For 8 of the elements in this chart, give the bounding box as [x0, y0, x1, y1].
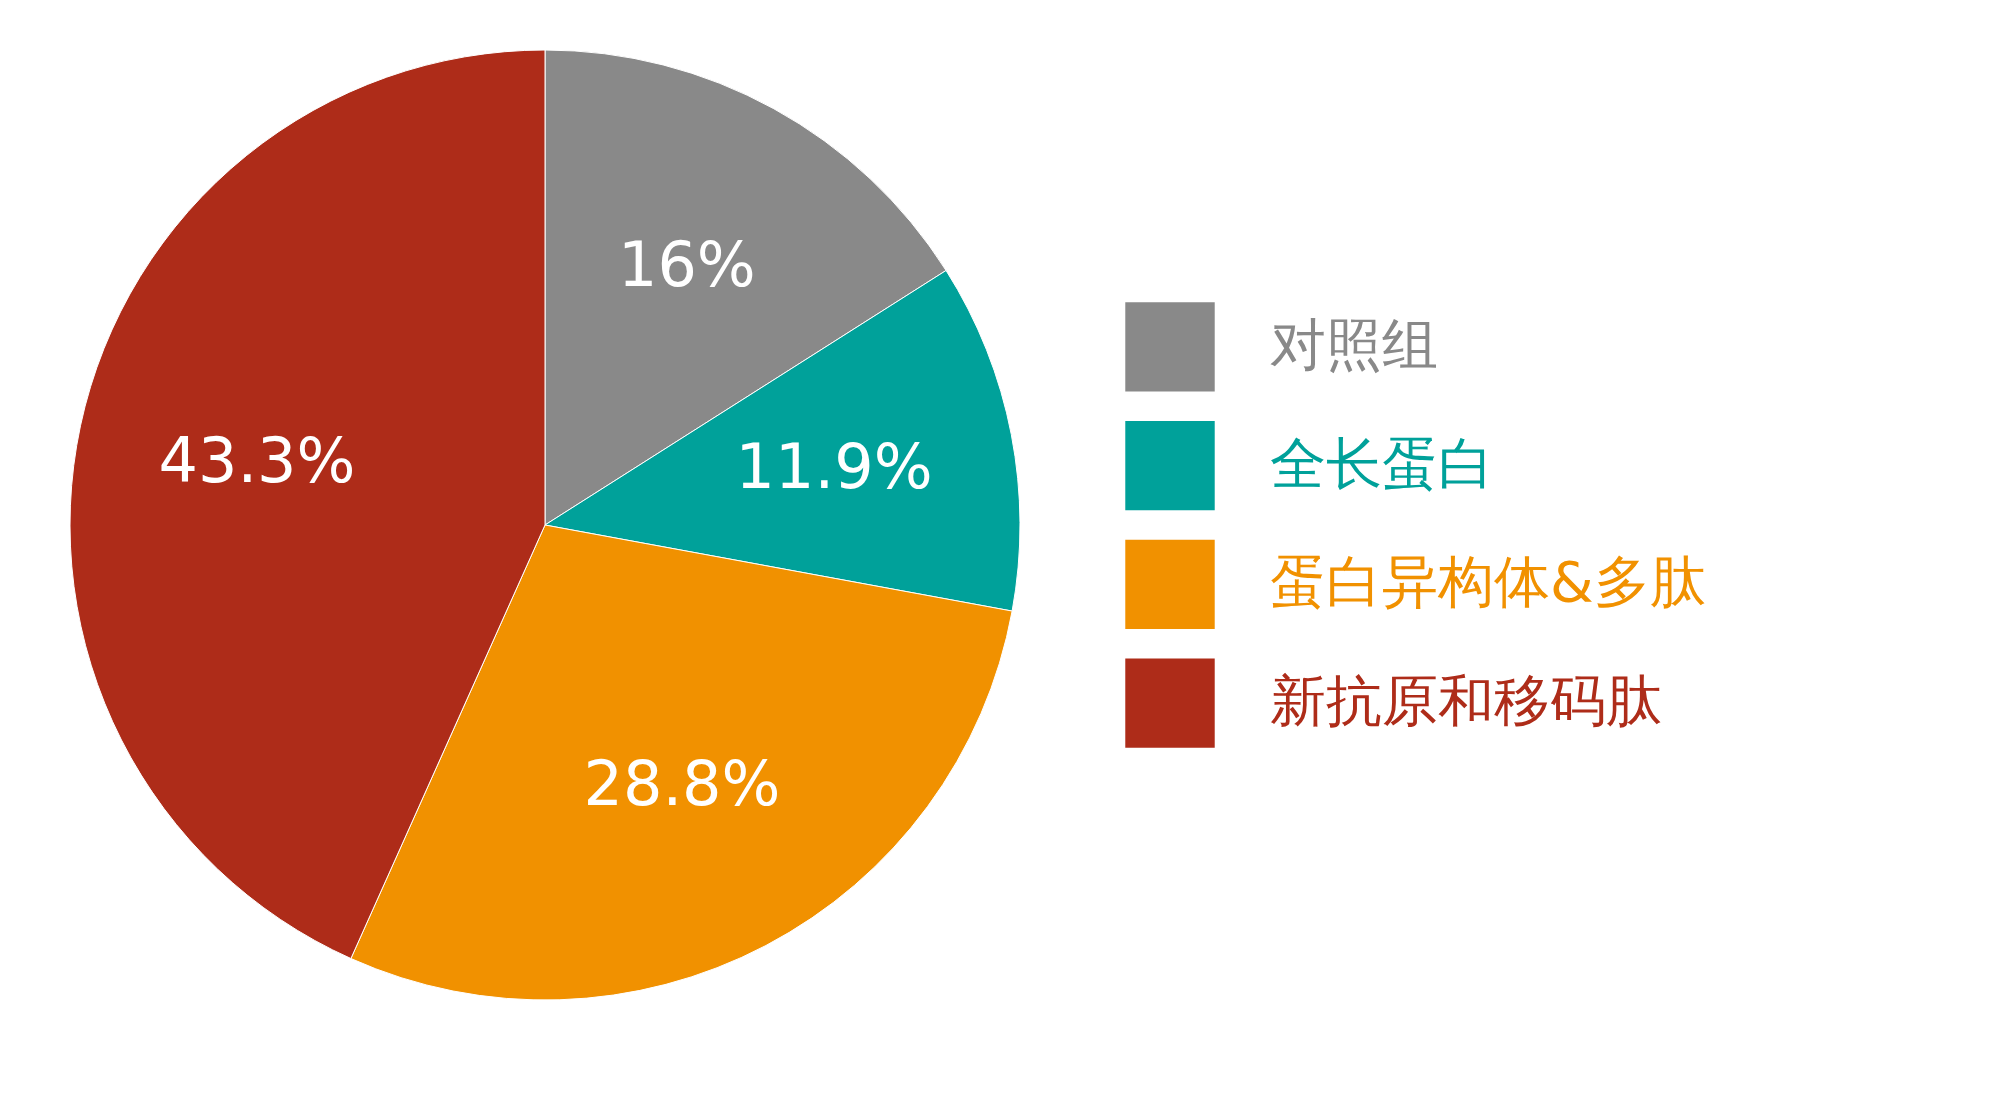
data-label: 43.3% — [158, 424, 356, 498]
data-label: 11.9% — [735, 429, 933, 503]
legend-label: 全长蛋白 — [1270, 430, 1494, 496]
data-label: 28.8% — [583, 746, 781, 820]
legend-label: 新抗原和移码肽 — [1270, 668, 1662, 734]
legend-label: 对照组 — [1270, 311, 1438, 377]
data-label: 16% — [617, 227, 756, 301]
legend-label: 蛋白异构体&多肽 — [1270, 549, 1706, 615]
